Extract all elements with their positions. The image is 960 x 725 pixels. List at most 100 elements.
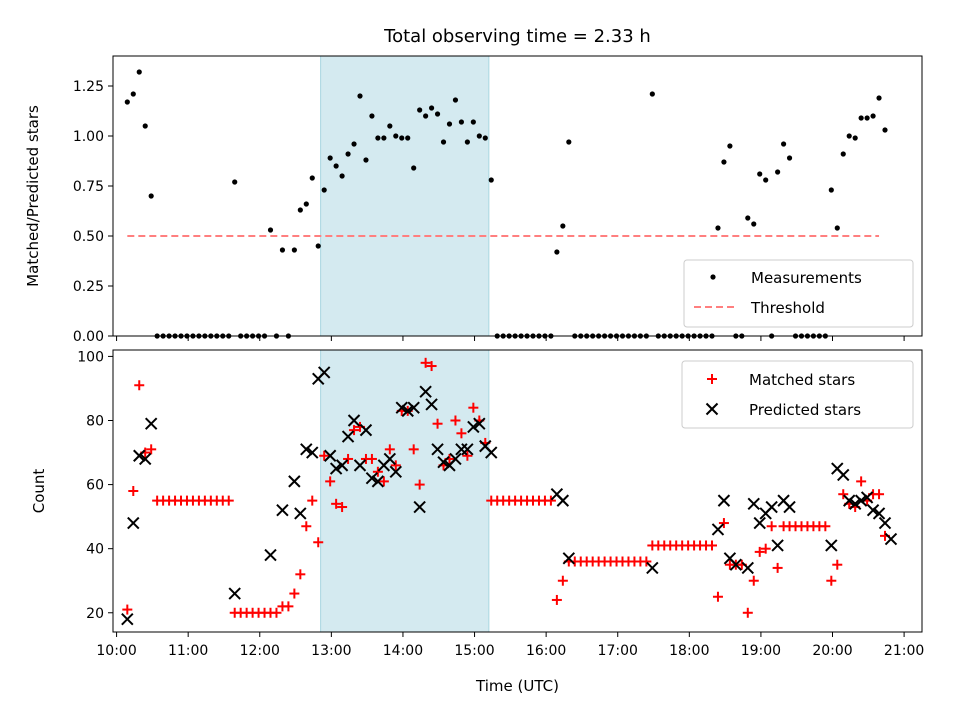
matched-star-point bbox=[337, 502, 348, 513]
measurement-point bbox=[840, 151, 846, 157]
measurement-point bbox=[828, 187, 834, 193]
predicted-star-point bbox=[431, 443, 444, 456]
measurement-point bbox=[464, 139, 470, 145]
matched-star-point bbox=[706, 540, 717, 551]
measurement-point bbox=[417, 107, 423, 113]
matched-star-point bbox=[874, 489, 885, 500]
predicted-star-point bbox=[407, 401, 420, 414]
matched-star-point bbox=[390, 460, 401, 471]
matched-star-point bbox=[378, 476, 389, 487]
matched-star-point bbox=[712, 591, 723, 602]
measurement-point bbox=[751, 221, 757, 227]
predicted-star-point bbox=[878, 516, 892, 530]
predicted-star-point bbox=[872, 507, 886, 520]
measurement-point bbox=[345, 151, 351, 157]
measurement-point bbox=[846, 133, 852, 139]
x-tick-label: 17:00 bbox=[598, 643, 638, 659]
legend-measurements-label: Measurements bbox=[751, 269, 862, 287]
matched-star-point bbox=[283, 601, 294, 612]
top-y-axis: 0.00 0.25 0.50 0.75 1.00 1.25 bbox=[73, 79, 113, 345]
matched-star-point bbox=[271, 607, 282, 618]
x-tick-label: 20:00 bbox=[812, 643, 852, 659]
measurement-point bbox=[339, 173, 345, 179]
bottom-y-tick-label: 20 bbox=[86, 606, 104, 622]
matched-star-point bbox=[313, 537, 324, 548]
measurement-point bbox=[387, 123, 393, 129]
measurement-point bbox=[852, 135, 858, 141]
predicted-star-point bbox=[300, 443, 313, 456]
top-y-tick-label: 1.25 bbox=[73, 79, 104, 95]
predicted-star-point bbox=[860, 491, 874, 504]
matched-star-point bbox=[545, 495, 556, 506]
measurement-point bbox=[649, 91, 655, 97]
matched-star-point bbox=[462, 450, 473, 461]
legend-predicted-label: Predicted stars bbox=[749, 401, 861, 419]
predicted-star-point bbox=[562, 552, 576, 565]
bottom-observing-span bbox=[320, 349, 490, 633]
top-axes-frame bbox=[112, 55, 923, 337]
predicted-star-point bbox=[556, 494, 570, 507]
matched-star-point bbox=[325, 476, 336, 487]
predicted-star-point bbox=[371, 475, 385, 488]
bottom-x-axis: 10:00 11:00 12:00 13:00 14:00 15:00 16:00 17:00… bbox=[96, 632, 924, 659]
matched-star-point bbox=[742, 607, 753, 618]
matched-star-point bbox=[343, 453, 354, 464]
predicted-star-point bbox=[741, 561, 754, 575]
predicted-star-point bbox=[413, 500, 426, 514]
matched-star-point bbox=[128, 486, 139, 496]
matched-star-point bbox=[295, 569, 306, 580]
matched-star-point bbox=[301, 521, 312, 532]
chart-title: Total observing time = 2.33 h bbox=[383, 26, 651, 47]
measurement-point bbox=[375, 135, 381, 141]
x-tick-label: 18:00 bbox=[669, 643, 709, 659]
measurement-point bbox=[780, 141, 787, 147]
measurement-point bbox=[864, 115, 870, 121]
measurement-point bbox=[315, 243, 321, 249]
predicted-star-point bbox=[317, 366, 331, 379]
predicted-star-point bbox=[359, 423, 373, 437]
bottom-legend-box bbox=[681, 360, 914, 429]
legend-measurements-marker bbox=[710, 274, 716, 280]
measurement-point bbox=[142, 123, 148, 129]
legend-matched-label: Matched stars bbox=[749, 371, 855, 389]
predicted-star-point bbox=[717, 494, 731, 507]
legend-plus-glyph bbox=[707, 374, 717, 384]
bottom-y-tick-label: 60 bbox=[86, 478, 104, 494]
measurement-point bbox=[745, 215, 751, 221]
predicted-star-point bbox=[425, 398, 438, 411]
measurement-point bbox=[423, 113, 429, 119]
measurement-point bbox=[291, 247, 297, 253]
measurement-point bbox=[458, 119, 465, 125]
matched-star-point bbox=[432, 418, 443, 429]
measurement-point bbox=[309, 175, 315, 181]
measurement-point bbox=[434, 111, 441, 117]
predicted-star-point bbox=[139, 452, 152, 466]
predicted-star-point bbox=[228, 587, 241, 600]
measurement-point bbox=[279, 247, 286, 253]
top-observing-span bbox=[320, 55, 490, 337]
measurement-point bbox=[876, 95, 882, 101]
measurement-point bbox=[297, 207, 303, 213]
predicted-star-point bbox=[729, 558, 743, 571]
predicted-star-point bbox=[646, 561, 659, 575]
matched-star-point bbox=[122, 604, 133, 615]
top-panel: 0.00 0.25 0.50 0.75 1.00 1.25 Total observing… bbox=[24, 26, 923, 345]
measurement-point bbox=[351, 141, 357, 147]
measurement-point bbox=[775, 169, 781, 175]
predicted-star-point bbox=[711, 523, 725, 536]
measurement-point bbox=[130, 91, 136, 97]
measurement-point bbox=[303, 201, 309, 207]
x-tick-label: 14:00 bbox=[383, 643, 423, 659]
measurement-point bbox=[488, 177, 494, 183]
top-y-tick-label: 0.00 bbox=[73, 329, 104, 345]
predicted-star-point bbox=[843, 494, 856, 507]
bottom-legend: Matched stars Predicted stars bbox=[681, 360, 914, 429]
top-y-axis-label: Matched/Predicted stars bbox=[24, 105, 42, 287]
matched-star-point bbox=[289, 588, 300, 599]
matched-star-point bbox=[349, 425, 360, 436]
matched-star-point bbox=[832, 559, 843, 570]
measurement-point bbox=[446, 121, 453, 127]
predicted-star-point bbox=[449, 452, 462, 466]
predicted-star-point bbox=[389, 465, 402, 478]
bottom-y-tick-label: 100 bbox=[77, 349, 104, 365]
